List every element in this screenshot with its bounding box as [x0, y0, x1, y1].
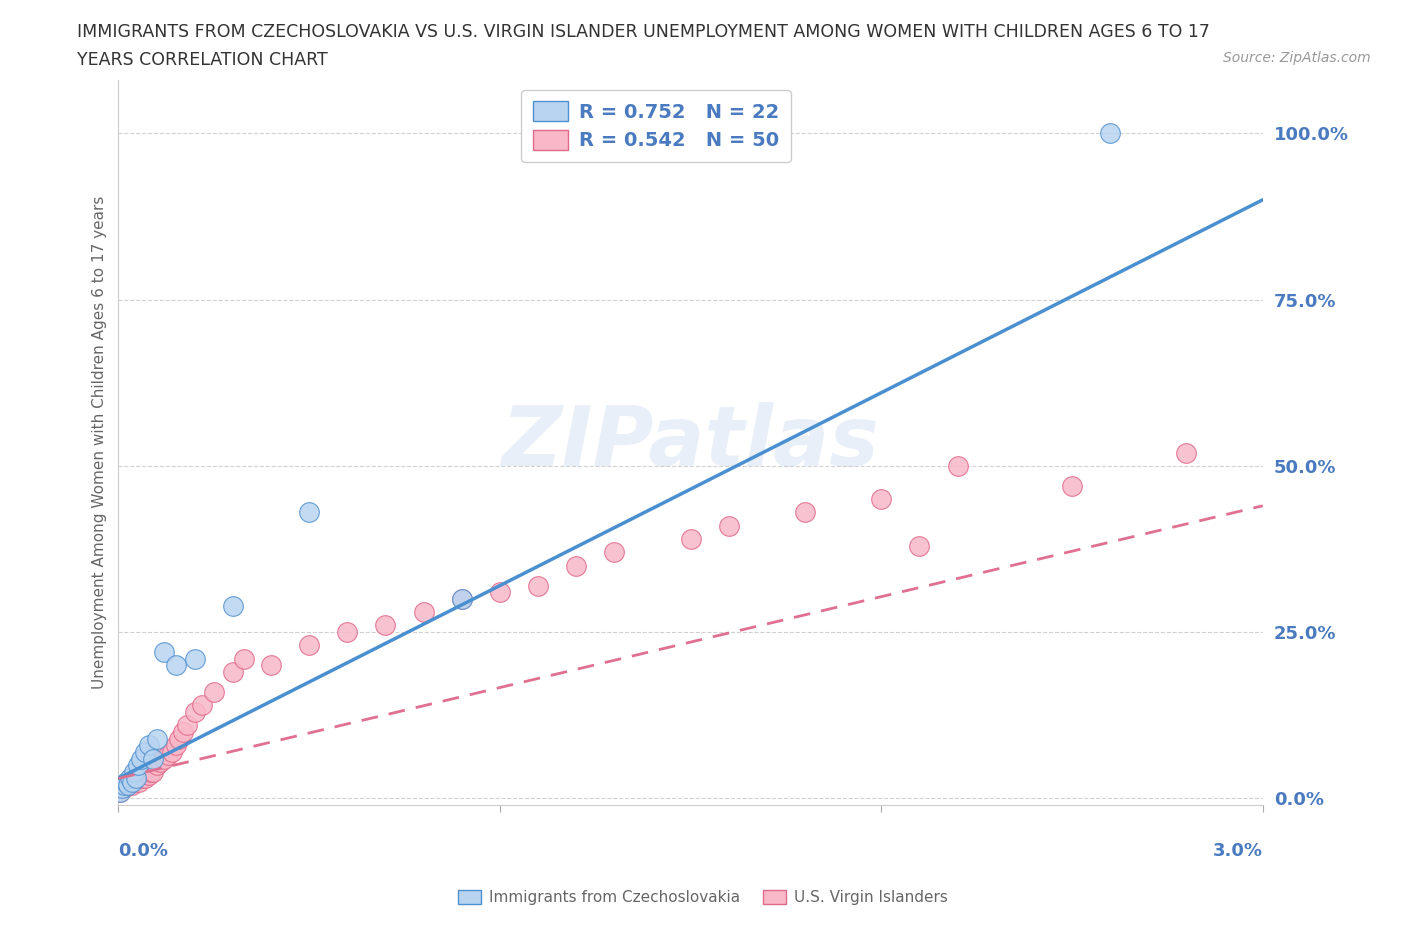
Point — [117, 777, 139, 792]
Point — [142, 764, 165, 779]
Point — [132, 767, 155, 782]
Point — [603, 545, 626, 560]
Point — [122, 764, 145, 779]
Point — [450, 591, 472, 606]
Point — [794, 505, 817, 520]
Point — [149, 754, 172, 769]
Point — [145, 758, 167, 773]
Point — [260, 658, 283, 672]
Point — [145, 731, 167, 746]
Point — [111, 781, 134, 796]
Point — [1175, 445, 1198, 460]
Point — [489, 585, 512, 600]
Point — [117, 777, 139, 792]
Point — [165, 658, 187, 672]
Point — [183, 705, 205, 720]
Point — [908, 538, 931, 553]
Point — [134, 771, 156, 786]
Point — [336, 625, 359, 640]
Text: 3.0%: 3.0% — [1213, 842, 1263, 859]
Point — [131, 751, 153, 766]
Point — [165, 737, 187, 752]
Point — [157, 748, 180, 763]
Point — [112, 781, 135, 796]
Point — [124, 771, 146, 786]
Point — [183, 651, 205, 666]
Text: IMMIGRANTS FROM CZECHOSLOVAKIA VS U.S. VIRGIN ISLANDER UNEMPLOYMENT AMONG WOMEN : IMMIGRANTS FROM CZECHOSLOVAKIA VS U.S. V… — [77, 23, 1211, 41]
Point — [153, 644, 176, 659]
Point — [233, 651, 256, 666]
Point — [127, 771, 149, 786]
Point — [138, 737, 160, 752]
Point — [118, 771, 141, 786]
Point — [717, 518, 740, 533]
Point — [160, 744, 183, 759]
Point — [111, 781, 134, 796]
Point — [128, 775, 150, 790]
Point — [122, 775, 145, 790]
Point — [169, 731, 191, 746]
Point — [118, 775, 141, 790]
Point — [121, 775, 143, 790]
Point — [131, 771, 153, 786]
Text: YEARS CORRELATION CHART: YEARS CORRELATION CHART — [77, 51, 328, 69]
Point — [153, 751, 176, 766]
Point — [527, 578, 550, 593]
Point — [191, 698, 214, 712]
Point — [222, 665, 245, 680]
Point — [136, 764, 159, 779]
Legend: R = 0.752   N = 22, R = 0.542   N = 50: R = 0.752 N = 22, R = 0.542 N = 50 — [522, 90, 792, 162]
Point — [565, 558, 588, 573]
Y-axis label: Unemployment Among Women with Children Ages 6 to 17 years: Unemployment Among Women with Children A… — [93, 196, 107, 689]
Point — [176, 718, 198, 733]
Point — [1060, 478, 1083, 493]
Text: 0.0%: 0.0% — [118, 842, 169, 859]
Point — [127, 758, 149, 773]
Point — [110, 784, 132, 799]
Point — [134, 744, 156, 759]
Point — [202, 684, 225, 699]
Point — [139, 764, 162, 779]
Point — [412, 604, 434, 619]
Point — [374, 618, 396, 633]
Point — [450, 591, 472, 606]
Point — [110, 784, 132, 799]
Point — [870, 492, 893, 507]
Point — [222, 598, 245, 613]
Point — [298, 505, 321, 520]
Point — [142, 751, 165, 766]
Point — [115, 775, 138, 790]
Text: Source: ZipAtlas.com: Source: ZipAtlas.com — [1223, 51, 1371, 65]
Text: ZIPatlas: ZIPatlas — [502, 402, 880, 483]
Point — [124, 771, 146, 786]
Point — [946, 458, 969, 473]
Point — [1099, 126, 1122, 140]
Point — [172, 724, 194, 739]
Legend: Immigrants from Czechoslovakia, U.S. Virgin Islanders: Immigrants from Czechoslovakia, U.S. Vir… — [451, 883, 955, 913]
Point — [138, 767, 160, 782]
Point — [115, 777, 138, 792]
Point — [121, 777, 143, 792]
Point — [298, 638, 321, 653]
Point — [112, 777, 135, 792]
Point — [679, 532, 702, 547]
